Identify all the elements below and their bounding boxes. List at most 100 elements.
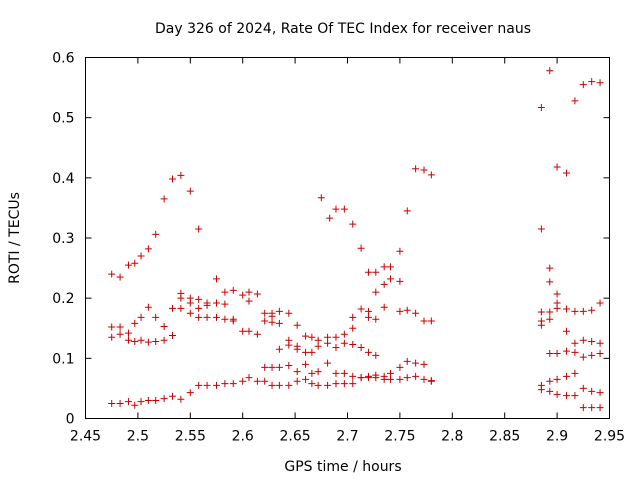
data-point bbox=[168, 331, 176, 339]
data-point bbox=[537, 225, 545, 233]
data-point bbox=[177, 395, 185, 403]
data-point bbox=[116, 399, 124, 407]
data-point bbox=[340, 369, 348, 377]
data-point bbox=[403, 357, 411, 365]
data-point bbox=[314, 342, 322, 350]
data-point bbox=[302, 332, 310, 340]
data-point bbox=[177, 304, 185, 312]
data-point bbox=[412, 359, 420, 367]
data-point bbox=[285, 381, 293, 389]
data-point bbox=[186, 309, 194, 317]
data-point bbox=[340, 330, 348, 338]
data-point bbox=[372, 371, 380, 379]
data-point bbox=[293, 377, 301, 385]
data-point bbox=[261, 309, 269, 317]
data-point bbox=[261, 377, 269, 385]
x-tick-label: 2.75 bbox=[384, 429, 415, 445]
data-point bbox=[195, 381, 203, 389]
data-point bbox=[349, 324, 357, 332]
y-axis-label: ROTI / TECUs bbox=[7, 192, 23, 284]
data-point bbox=[137, 398, 145, 406]
data-point bbox=[308, 333, 316, 341]
x-tick-label: 2.6 bbox=[232, 429, 254, 445]
data-point bbox=[588, 351, 596, 359]
data-point bbox=[364, 307, 372, 315]
x-tick-label: 2.7 bbox=[336, 429, 358, 445]
data-point bbox=[168, 175, 176, 183]
data-point bbox=[427, 317, 435, 325]
data-point bbox=[152, 313, 160, 321]
data-point bbox=[131, 259, 139, 267]
data-point bbox=[168, 304, 176, 312]
data-point bbox=[349, 372, 357, 380]
x-tick-label: 2.8 bbox=[441, 429, 463, 445]
data-point bbox=[332, 344, 340, 352]
data-point bbox=[293, 345, 301, 353]
data-point bbox=[160, 395, 168, 403]
data-point bbox=[116, 323, 124, 331]
data-point bbox=[588, 78, 596, 86]
data-point bbox=[275, 345, 283, 353]
data-point bbox=[357, 244, 365, 252]
data-point bbox=[553, 390, 561, 398]
data-point bbox=[124, 329, 132, 337]
data-point bbox=[546, 278, 554, 286]
data-point bbox=[186, 389, 194, 397]
data-point bbox=[152, 337, 160, 345]
data-point bbox=[403, 306, 411, 314]
data-point bbox=[340, 339, 348, 347]
data-point bbox=[317, 194, 325, 202]
data-point bbox=[412, 309, 420, 317]
data-point bbox=[349, 340, 357, 348]
data-point bbox=[396, 363, 404, 371]
data-point bbox=[203, 381, 211, 389]
data-point bbox=[380, 303, 388, 311]
y-tick-label: 0.3 bbox=[52, 231, 74, 247]
data-point bbox=[596, 339, 604, 347]
data-point bbox=[596, 79, 604, 87]
x-tick-label: 2.5 bbox=[127, 429, 149, 445]
data-point bbox=[588, 306, 596, 314]
chart-title: Day 326 of 2024, Rate Of TEC Index for r… bbox=[155, 21, 531, 37]
data-point bbox=[116, 273, 124, 281]
data-point bbox=[160, 322, 168, 330]
data-point bbox=[357, 374, 365, 382]
data-point bbox=[563, 169, 571, 177]
data-point bbox=[372, 288, 380, 296]
data-point bbox=[563, 372, 571, 380]
data-point bbox=[340, 380, 348, 388]
data-point bbox=[285, 362, 293, 370]
x-tick-label: 2.95 bbox=[594, 429, 625, 445]
data-point bbox=[412, 165, 420, 173]
data-point bbox=[553, 163, 561, 171]
data-point bbox=[571, 348, 579, 356]
data-point bbox=[108, 399, 116, 407]
data-point bbox=[268, 363, 276, 371]
data-point bbox=[553, 304, 561, 312]
data-point bbox=[124, 261, 132, 269]
data-point bbox=[340, 205, 348, 213]
data-point bbox=[403, 374, 411, 382]
data-point bbox=[396, 247, 404, 255]
data-point bbox=[261, 363, 269, 371]
data-point bbox=[308, 369, 316, 377]
data-point bbox=[221, 315, 229, 323]
data-point bbox=[332, 369, 340, 377]
x-tick-label: 2.45 bbox=[70, 429, 101, 445]
data-point bbox=[314, 381, 322, 389]
data-point bbox=[349, 220, 357, 228]
data-point bbox=[160, 195, 168, 203]
data-point bbox=[239, 327, 247, 335]
data-point bbox=[420, 166, 428, 174]
data-point bbox=[364, 372, 372, 380]
data-point bbox=[245, 374, 253, 382]
data-point bbox=[160, 336, 168, 344]
data-point bbox=[275, 319, 283, 327]
data-point bbox=[302, 348, 310, 356]
data-point bbox=[563, 347, 571, 355]
data-point bbox=[268, 318, 276, 326]
data-point bbox=[221, 300, 229, 308]
data-point bbox=[213, 381, 220, 389]
data-point bbox=[144, 396, 152, 404]
